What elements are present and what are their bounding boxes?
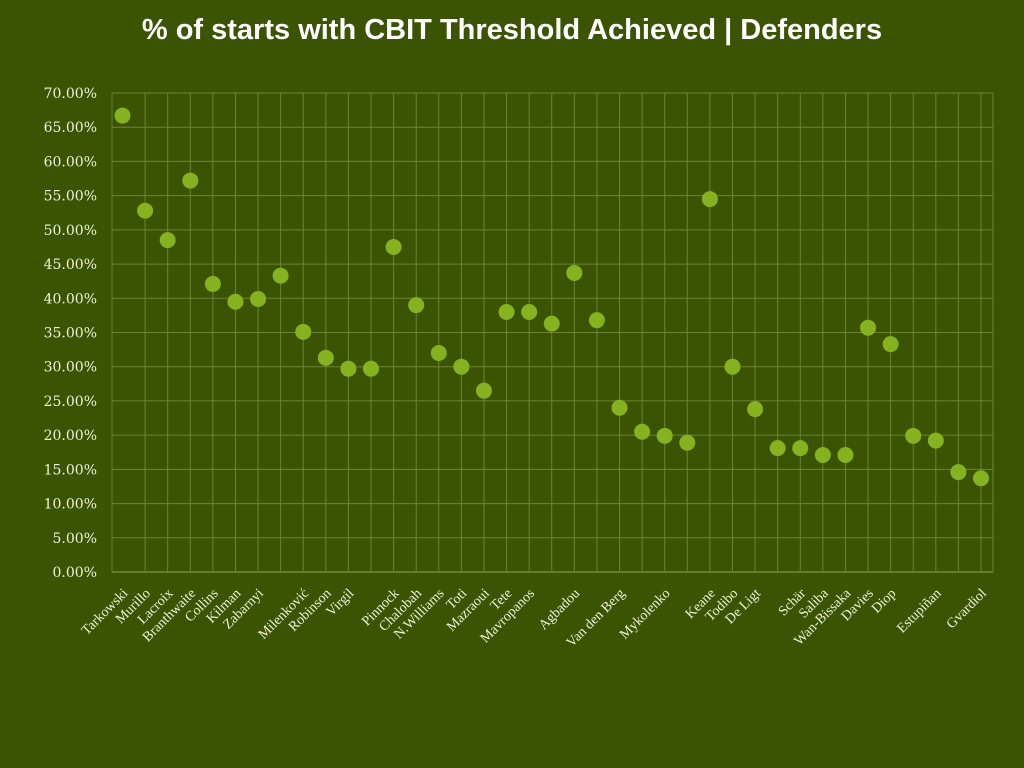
y-tick-label: 65.00% [44, 120, 97, 136]
data-point [317, 349, 334, 366]
data-point [747, 401, 764, 418]
data-point [430, 345, 447, 362]
y-tick-label: 0.00% [53, 565, 97, 581]
chart-title: % of starts with CBIT Threshold Achieved… [141, 14, 883, 46]
y-tick-label: 25.00% [44, 394, 97, 410]
data-point [159, 232, 176, 249]
y-tick-label: 55.00% [44, 189, 97, 205]
y-tick-label: 20.00% [44, 428, 97, 444]
y-tick-label: 10.00% [44, 497, 97, 513]
y-tick-label: 40.00% [44, 291, 97, 307]
y-tick-label: 5.00% [53, 531, 97, 547]
data-point [204, 275, 221, 292]
data-point [566, 264, 583, 281]
data-point [950, 464, 967, 481]
y-tick-label: 70.00% [44, 86, 97, 102]
data-point [453, 358, 470, 375]
data-point [340, 360, 357, 377]
data-point [973, 470, 989, 487]
data-point [272, 267, 289, 284]
data-point [724, 358, 741, 375]
data-point [679, 434, 696, 451]
data-point [837, 446, 854, 463]
data-point [137, 202, 154, 219]
y-tick-label: 15.00% [44, 462, 97, 478]
data-point [882, 336, 899, 353]
y-tick-label: 35.00% [44, 326, 97, 342]
x-tick-label: Gvardiol [944, 586, 990, 632]
data-point [363, 360, 380, 377]
data-point [927, 432, 944, 449]
data-point [295, 323, 312, 340]
data-point [905, 427, 922, 444]
y-tick-label: 30.00% [44, 360, 97, 376]
data-point [656, 427, 673, 444]
data-point [860, 319, 877, 336]
data-point [588, 312, 605, 329]
data-point [227, 293, 244, 310]
data-point [611, 399, 628, 416]
data-point [769, 440, 786, 457]
x-tick-label: Estupiñan [894, 586, 944, 636]
data-point [543, 315, 560, 332]
y-tick-label: 50.00% [44, 223, 97, 239]
data-point [114, 107, 131, 124]
data-point [408, 297, 425, 314]
data-point [814, 446, 831, 463]
data-point [521, 303, 538, 320]
data-point [701, 191, 718, 208]
data-point [250, 290, 267, 307]
y-tick-label: 45.00% [44, 257, 97, 273]
data-point [792, 440, 809, 457]
y-tick-label: 60.00% [44, 154, 97, 170]
data-point [385, 238, 402, 255]
data-point [498, 303, 515, 320]
data-point [475, 382, 492, 399]
data-point [182, 172, 199, 189]
x-tick-label: Agbadou [536, 586, 583, 633]
data-point [634, 423, 651, 440]
x-tick-label: Diop [869, 586, 899, 616]
